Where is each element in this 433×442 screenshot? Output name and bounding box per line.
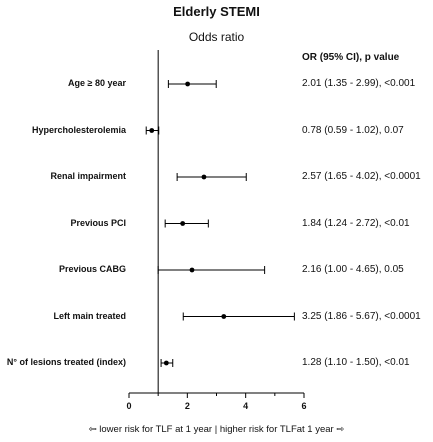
row-label: Age ≥ 80 year bbox=[68, 78, 126, 88]
x-tick-label: 2 bbox=[185, 401, 190, 411]
x-tick-label: 0 bbox=[126, 401, 131, 411]
point-estimate bbox=[189, 267, 195, 273]
row-label: Previous CABG bbox=[58, 264, 126, 274]
point-estimate bbox=[163, 360, 169, 366]
point-estimate bbox=[201, 174, 207, 180]
point-estimate bbox=[185, 81, 191, 87]
point-estimate bbox=[180, 221, 186, 226]
row-label: N° of lesions treated (index) bbox=[6, 357, 126, 367]
row-value: 1.84 (1.24 - 2.72), <0.01 bbox=[302, 217, 410, 229]
x-tick-label: 6 bbox=[301, 401, 306, 411]
row-label: Left main treated bbox=[53, 310, 126, 321]
point-estimate bbox=[221, 314, 227, 319]
row-value: 2.16 (1.00 - 4.65), 0.05 bbox=[302, 264, 404, 275]
chart-title: Elderly STEMI bbox=[173, 4, 260, 19]
row-value: 3.25 (1.86 - 5.67), <0.0001 bbox=[302, 310, 421, 322]
footer-note: ⇦ lower risk for TLF at 1 year | higher … bbox=[88, 424, 345, 435]
point-estimate bbox=[149, 128, 155, 133]
row-label: Hypercholesterolemia bbox=[31, 124, 126, 135]
chart-subtitle: Odds ratio bbox=[188, 30, 245, 44]
row-value: 0.78 (0.59 - 1.02), 0.07 bbox=[302, 124, 404, 136]
row-value: 2.57 (1.65 - 4.02), <0.0001 bbox=[302, 171, 421, 182]
value-column-header: OR (95% CI), p value bbox=[302, 52, 400, 63]
row-label: Renal impairment bbox=[50, 171, 126, 181]
row-value: 2.01 (1.35 - 2.99), <0.001 bbox=[302, 78, 416, 89]
row-label: Previous PCI bbox=[70, 217, 126, 228]
row-value: 1.28 (1.10 - 1.50), <0.01 bbox=[302, 357, 410, 368]
x-tick-label: 4 bbox=[243, 401, 248, 411]
